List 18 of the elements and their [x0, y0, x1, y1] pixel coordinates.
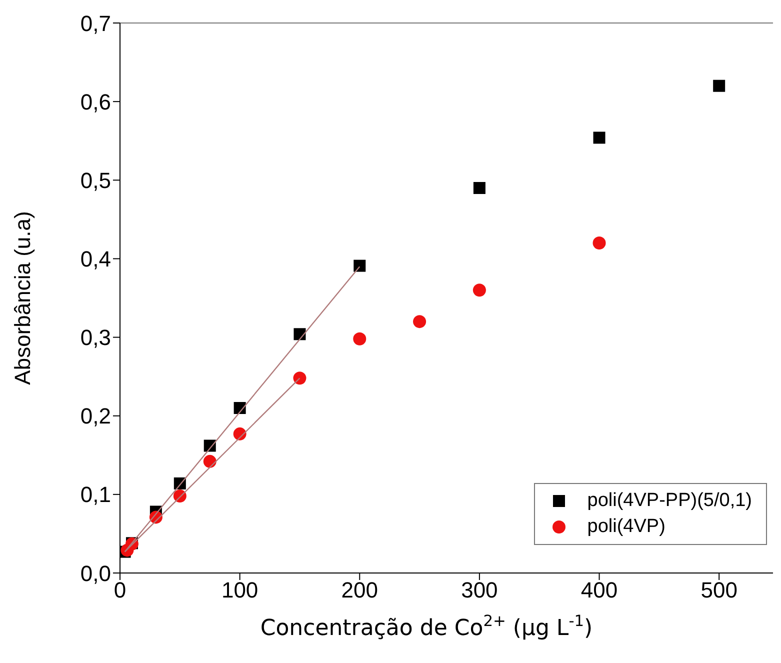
x-tick-label: 300 — [461, 578, 498, 603]
legend-label: poli(4VP) — [587, 515, 666, 539]
y-tick-label: 0,6 — [80, 89, 111, 114]
y-tick-label: 0,1 — [80, 482, 111, 508]
y-tick-label: 0,3 — [80, 325, 111, 350]
x-tick-label: 0 — [114, 578, 126, 603]
y-tick-label: 0,7 — [80, 10, 111, 36]
y-tick-label: 0,2 — [80, 404, 111, 429]
y-axis-title: Absorbância (u.a) — [10, 211, 35, 385]
y-tick-label: 0,5 — [80, 168, 111, 193]
x-tick-label: 400 — [580, 578, 618, 603]
y-tick-label: 0,4 — [80, 246, 111, 272]
x-axis-title: Concentração de Co$^{2+}$ (µg L$^{-1}$) — [260, 612, 593, 641]
legend-label: poli(4VP-PP)(5/0,1) — [587, 489, 752, 513]
y-tick-label: 0,0 — [80, 560, 111, 586]
x-tick-label: 500 — [700, 578, 738, 603]
x-tick-label: 100 — [221, 578, 258, 603]
x-tick-label: 200 — [341, 578, 378, 603]
